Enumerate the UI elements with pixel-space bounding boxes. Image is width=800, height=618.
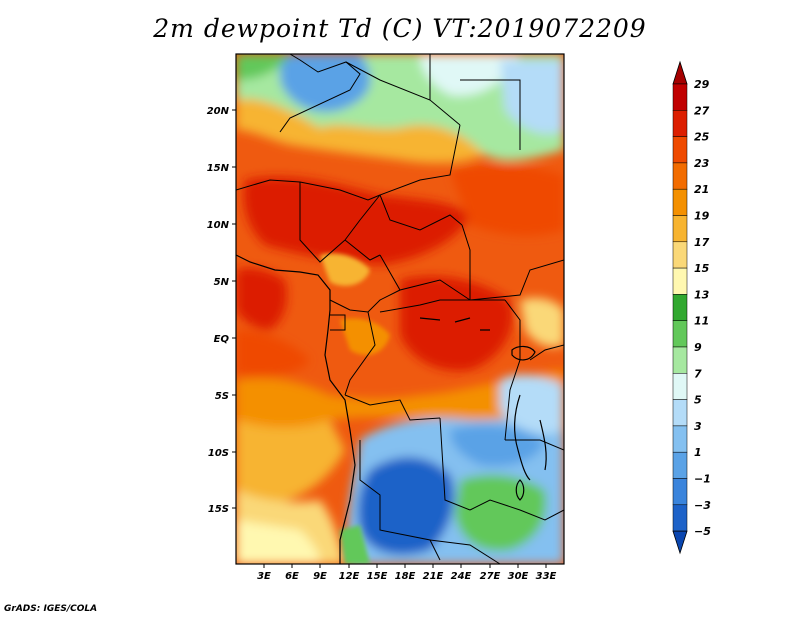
- lat-label: 20N: [207, 106, 230, 117]
- colorbar-top-arrow: [672, 60, 688, 85]
- lon-label: 18E: [395, 571, 416, 582]
- lon-label: 33E: [536, 571, 557, 582]
- colorbar-label: 13: [694, 288, 710, 301]
- colorbar-label: 11: [694, 315, 709, 328]
- latitude-axis: 20N 15N 10N 5N EQ 5S 10S 15S: [207, 106, 236, 515]
- colorbar-label: 1: [694, 446, 702, 459]
- colorbar-swatch: [672, 504, 688, 532]
- colorbar-label: 21: [694, 183, 709, 196]
- lon-label: 6E: [285, 571, 299, 582]
- colorbar-swatch: [672, 136, 688, 164]
- colorbar-swatch: [672, 294, 688, 321]
- lat-label: 5N: [214, 277, 230, 288]
- country-borders: [236, 54, 564, 564]
- colorbar-swatch: [672, 451, 688, 479]
- colorbar-label: 7: [694, 367, 702, 380]
- lon-label: 27E: [480, 571, 501, 582]
- colorbar-label: 17: [694, 236, 710, 249]
- lon-label: 15E: [367, 571, 388, 582]
- colorbar: 29 27 25 23 21 19 17 15 13 11 9 7 5 3 1 −1 −3 −5: [672, 60, 711, 555]
- colorbar-label: 23: [694, 157, 710, 170]
- colorbar-label: 15: [694, 262, 710, 275]
- grads-credit: GrADS: IGES/COLA: [4, 604, 98, 614]
- colorbar-swatch: [672, 83, 688, 111]
- lat-label: 15S: [208, 504, 229, 515]
- colorbar-label: 19: [694, 210, 710, 223]
- colorbar-swatch: [672, 110, 688, 137]
- lat-label: 10N: [207, 220, 230, 231]
- lon-label: 9E: [313, 571, 327, 582]
- colorbar-label: −3: [694, 499, 711, 512]
- colorbar-swatch: [672, 215, 688, 243]
- lat-label: 10S: [208, 448, 229, 459]
- colorbar-label: 9: [694, 341, 702, 354]
- colorbar-bottom-arrow: [672, 530, 688, 555]
- lon-label: 12E: [339, 571, 360, 582]
- colorbar-swatch: [672, 267, 688, 295]
- colorbar-swatch: [672, 425, 688, 453]
- lat-label: EQ: [214, 334, 230, 345]
- colorbar-swatch: [672, 346, 688, 374]
- colorbar-swatch: [672, 399, 688, 427]
- colorbar-swatch: [672, 241, 688, 269]
- lon-label: 30E: [508, 571, 529, 582]
- colorbar-label: 29: [694, 78, 710, 91]
- chart-title: 2m dewpoint Td (C) VT:2019072209: [153, 14, 647, 43]
- colorbar-label: −1: [694, 473, 711, 486]
- colorbar-label: −5: [694, 525, 711, 538]
- lat-label: 5S: [215, 391, 229, 402]
- colorbar-label: 5: [694, 394, 702, 407]
- colorbar-label: 27: [694, 104, 710, 117]
- colorbar-swatch: [672, 162, 688, 190]
- lon-label: 21E: [423, 571, 444, 582]
- colorbar-label: 3: [694, 420, 702, 433]
- colorbar-swatch: [672, 188, 688, 216]
- colorbar-swatch: [672, 320, 688, 348]
- lon-label: 24E: [451, 571, 472, 582]
- coastlines: [236, 254, 547, 564]
- lat-label: 15N: [207, 163, 230, 174]
- colorbar-swatch: [672, 373, 688, 400]
- colorbar-swatch: [672, 478, 688, 506]
- longitude-axis: 3E 6E 9E 12E 15E 18E 21E 24E 27E 30E 33E: [257, 564, 557, 582]
- lon-label: 3E: [257, 571, 271, 582]
- colorbar-label: 25: [694, 131, 710, 144]
- map-frame: [235, 53, 565, 565]
